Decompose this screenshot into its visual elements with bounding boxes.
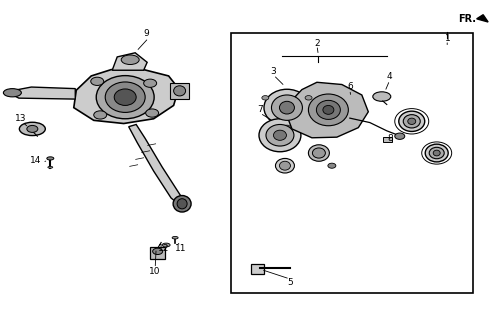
Text: 13: 13 [15, 114, 26, 123]
Ellipse shape [316, 100, 340, 119]
Ellipse shape [312, 148, 325, 158]
Ellipse shape [152, 248, 162, 254]
Text: 8: 8 [386, 134, 392, 143]
Ellipse shape [121, 55, 139, 65]
Ellipse shape [402, 115, 419, 128]
Polygon shape [286, 82, 368, 138]
Ellipse shape [407, 118, 415, 124]
Ellipse shape [172, 236, 178, 239]
Polygon shape [7, 87, 75, 99]
Bar [170, 83, 189, 99]
Ellipse shape [432, 150, 439, 156]
Text: 11: 11 [175, 244, 186, 253]
Text: 10: 10 [149, 267, 161, 276]
Ellipse shape [114, 89, 136, 105]
Ellipse shape [259, 119, 300, 152]
Ellipse shape [173, 86, 185, 96]
Ellipse shape [20, 122, 45, 136]
Ellipse shape [343, 99, 355, 105]
Bar [230, 33, 472, 293]
Circle shape [394, 133, 404, 140]
Circle shape [94, 111, 107, 119]
Polygon shape [74, 69, 178, 124]
Circle shape [91, 77, 104, 85]
Circle shape [305, 96, 312, 100]
Text: 12: 12 [158, 244, 169, 253]
Ellipse shape [4, 89, 22, 97]
Text: 6: 6 [346, 82, 352, 91]
Ellipse shape [47, 157, 54, 160]
Text: 5: 5 [287, 278, 292, 287]
Ellipse shape [266, 124, 294, 146]
Circle shape [145, 109, 158, 117]
Bar [150, 247, 165, 259]
Ellipse shape [308, 145, 329, 161]
Polygon shape [475, 15, 487, 22]
Ellipse shape [105, 82, 145, 112]
Ellipse shape [264, 89, 309, 126]
Text: 14: 14 [30, 156, 41, 164]
Text: FR.: FR. [457, 14, 475, 24]
Text: 1: 1 [444, 34, 450, 43]
Ellipse shape [322, 105, 333, 114]
Ellipse shape [279, 161, 290, 170]
Polygon shape [128, 124, 188, 206]
Circle shape [143, 79, 156, 87]
Circle shape [27, 125, 38, 132]
Ellipse shape [279, 101, 294, 114]
Ellipse shape [48, 166, 53, 168]
Bar [382, 137, 391, 142]
Text: 3: 3 [270, 67, 276, 76]
Circle shape [327, 163, 335, 168]
Ellipse shape [96, 76, 154, 119]
Circle shape [262, 96, 269, 100]
Ellipse shape [173, 196, 191, 212]
Text: 9: 9 [143, 29, 149, 38]
Ellipse shape [275, 158, 294, 173]
Bar [250, 264, 264, 274]
Text: 2: 2 [314, 39, 319, 48]
Ellipse shape [424, 144, 447, 162]
Ellipse shape [271, 95, 302, 120]
Polygon shape [112, 53, 147, 70]
Text: 7: 7 [257, 105, 263, 114]
Ellipse shape [372, 92, 390, 101]
Ellipse shape [398, 111, 424, 132]
Ellipse shape [273, 130, 286, 140]
Ellipse shape [162, 243, 170, 247]
Ellipse shape [308, 94, 348, 126]
Ellipse shape [177, 199, 187, 209]
Circle shape [283, 125, 290, 130]
Ellipse shape [428, 147, 443, 159]
Text: 4: 4 [386, 72, 392, 81]
